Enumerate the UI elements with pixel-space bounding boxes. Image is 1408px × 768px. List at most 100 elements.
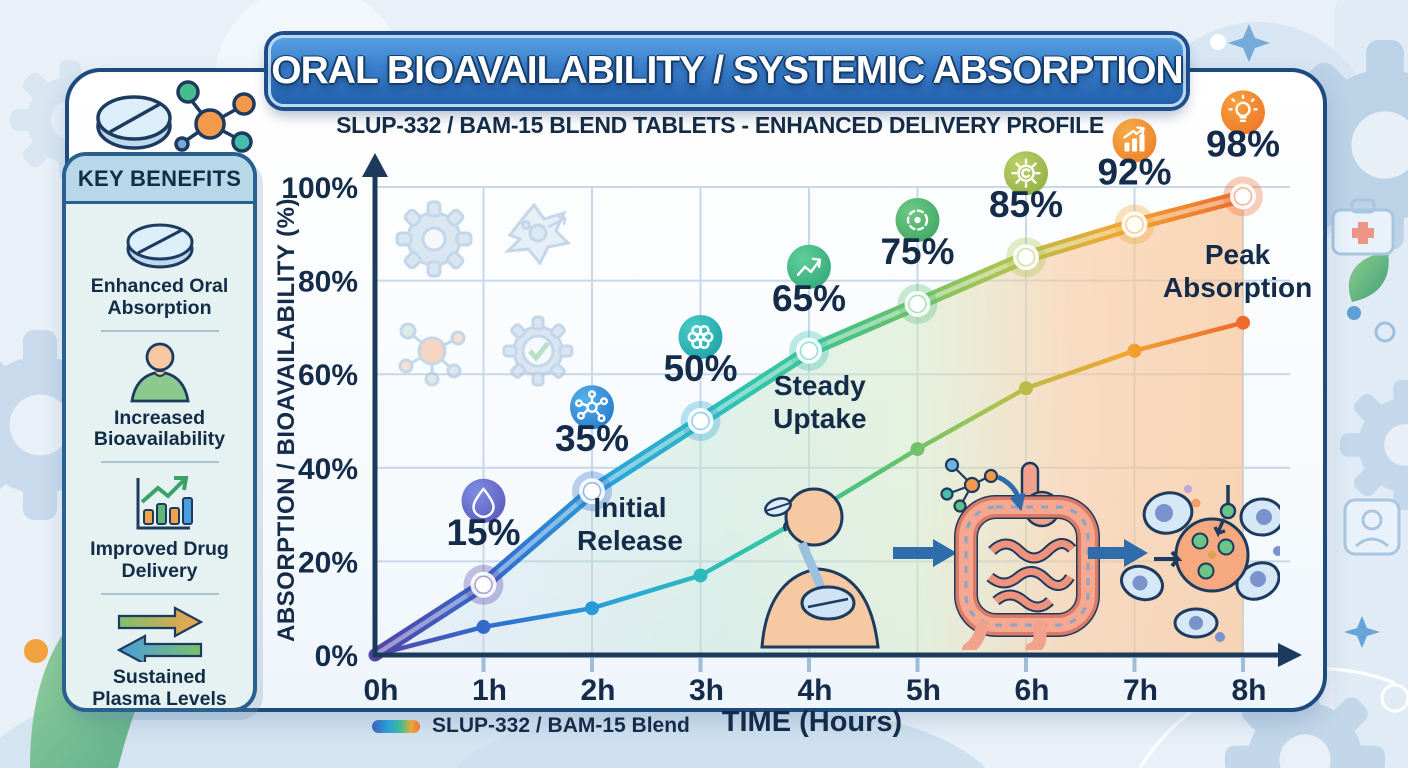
molecule-network-icon [570,385,614,430]
gear-icon [395,200,473,278]
exchange-arrows-icon [116,606,203,662]
data-point-marker [680,401,721,441]
molecule-icon [398,322,466,387]
key-benefits-panel: KEY BENEFITS Enhanced Oral Absorption In… [62,152,257,712]
y-tick-label: 80% [298,266,358,299]
molecule-icon [940,457,999,513]
data-point-marker [789,330,829,371]
annotation: Steady Uptake [773,370,866,434]
secondary-data-point [1127,343,1142,358]
x-tick-label: 5h [906,674,941,707]
ring-decor [1380,683,1408,713]
lightbulb-icon [1221,90,1265,135]
annotation: Initial Release [577,492,683,556]
data-point-marker [463,564,504,605]
y-tick-label: 100% [281,172,358,205]
legend-label: SLUP-332 / BAM-15 Blend [432,714,690,737]
benefit-label: Sustained Plasma Levels [92,665,227,710]
benefit-item-enhanced-oral-absorption: Enhanced Oral Absorption [66,204,253,320]
x-tick-label: 7h [1123,674,1158,707]
axes [362,153,1302,667]
point-value-label: 98% [1206,123,1280,164]
point-value-label: 92% [1097,151,1171,192]
point-value-label: 65% [772,278,846,319]
x-axis-title: TIME (Hours) [722,706,902,738]
sparkle-icon [1228,24,1270,62]
divider [100,329,219,332]
cell-uptake-illustration [1120,485,1280,642]
point-value-label: 15% [446,512,520,553]
person-icon [129,342,190,403]
chart-legend: SLUP-332 / BAM-15 Blend [372,714,690,738]
molecule-icon [174,80,256,153]
dot-decor [24,639,48,663]
gear-badge-icon [1004,151,1048,196]
radar-target-icon [895,198,940,242]
benefit-label: Improved Drug Delivery [90,538,229,583]
flow-arrow [893,539,957,567]
person-swallowing-pill-illustration [760,487,880,649]
point-value-label: 50% [663,348,737,389]
intestine-absorption-illustration [940,457,1100,650]
point-value-label: 35% [555,418,629,459]
secondary-data-point [476,619,491,634]
divider [100,592,219,595]
legend-gradient-swatch [372,719,420,733]
point-value-label: 75% [880,231,954,272]
flow-arrow [1088,539,1148,567]
x-tick-label: 6h [1014,674,1049,707]
secondary-data-point [693,568,708,583]
y-tick-label: 20% [298,546,358,579]
ring-decor [1374,321,1396,343]
divider [100,461,219,464]
data-point-marker [572,471,612,512]
point-value-label: 85% [989,184,1063,225]
data-point-marker [1114,204,1155,245]
dot-decor [1347,306,1361,320]
gear-check-icon [502,315,574,387]
atom-cluster-icon [678,315,723,359]
neuron-icon [503,202,572,266]
y-axis-arrow [362,153,388,177]
data-point-marker [1006,237,1046,278]
area-fill [375,196,1243,656]
sparkle-icon [1344,616,1380,648]
pill-icon [96,95,172,150]
x-tick-label: 0h [363,674,398,707]
x-tick-label: 2h [580,674,615,707]
droplet-icon [461,478,506,523]
y-tick-label: 0% [315,640,358,673]
first-aid-kit-icon [1331,198,1395,256]
secondary-data-point [1019,381,1033,396]
benefit-label: Enhanced Oral Absorption [90,275,229,319]
pill-and-molecule-icons [96,80,256,153]
secondary-data-point [1236,315,1250,330]
data-point-marker [1223,176,1263,217]
pill-icon [126,223,193,269]
page-title: ORAL BIOAVAILABILITY / SYSTEMIC ABSORPTI… [271,49,1183,92]
blob [454,700,986,768]
y-tick-label: 60% [298,359,358,392]
growth-chart-icon [136,476,193,530]
x-tick-label: 4h [797,674,832,707]
x-tick-label: 1h [472,674,507,707]
x-tick-label: 3h [689,674,724,707]
key-benefits-heading: KEY BENEFITS [66,156,253,204]
profile-badge-icon [1343,498,1401,556]
secondary-data-point [585,601,599,616]
secondary-data-point [910,442,925,457]
chart-watermark-icons [395,200,574,387]
leaf-icon [1348,252,1389,302]
benefit-item-improved-drug-delivery: Improved Drug Delivery [66,463,253,583]
benefit-label: Increased Bioavailability [93,406,226,451]
bar-chart-icon [1112,118,1157,163]
y-tick-label: 40% [298,453,358,486]
page-subtitle: SLUP-332 / BAM-15 BLEND TABLETS - ENHANC… [336,112,1104,138]
absorption-process-illustrations [760,457,1280,650]
benefit-item-sustained-plasma-levels: Sustained Plasma Levels [66,595,253,710]
x-axis-arrow [1278,643,1302,667]
y-axis-title: ABSORPTION / BIOAVAILABILITY (%) [273,198,300,642]
title-banner: ORAL BIOAVAILABILITY / SYSTEMIC ABSORPTI… [268,35,1186,107]
